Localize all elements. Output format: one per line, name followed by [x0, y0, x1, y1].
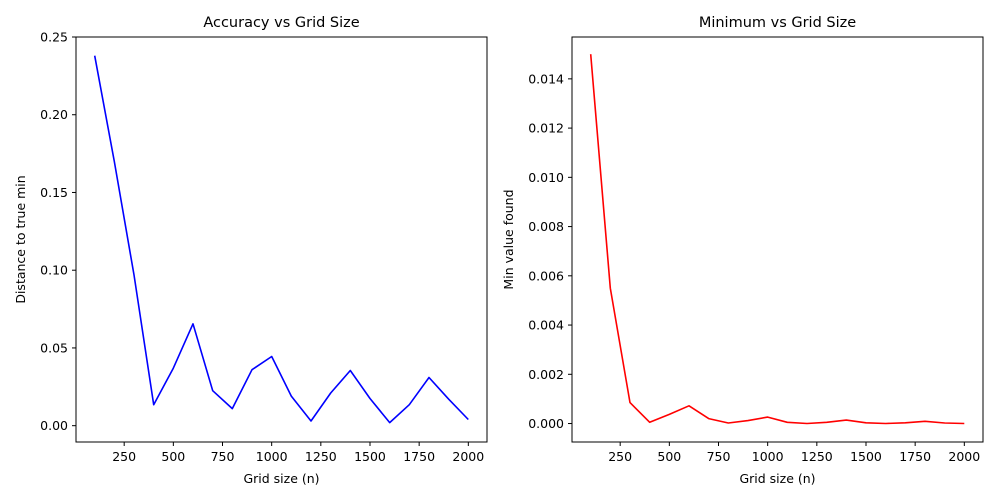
minimum-y-tick-label: 0.000 [528, 416, 564, 431]
minimum-x-tick-label: 500 [657, 449, 681, 464]
accuracy-x-tick-label: 1250 [305, 449, 337, 464]
accuracy-series-line [93, 55, 469, 424]
accuracy-y-axis-label: Distance to true min [13, 175, 28, 303]
accuracy-y-tick-label: 0.25 [40, 30, 68, 45]
minimum-plot-area [571, 36, 984, 443]
minimum-y-tick-label: 0.004 [528, 318, 564, 333]
minimum-x-tick-label: 1250 [801, 449, 833, 464]
accuracy-y-tick-label: 0.20 [40, 107, 68, 122]
minimum-x-axis-label: Grid size (n) [739, 471, 815, 486]
accuracy-y-tick-label: 0.10 [40, 263, 68, 278]
accuracy-y-tick-label: 0.15 [40, 185, 68, 200]
minimum-chart: Minimum vs Grid Size Grid size (n) Min v… [501, 15, 984, 486]
accuracy-x-tick-label: 1750 [403, 449, 435, 464]
accuracy-x-tick-label: 1500 [354, 449, 386, 464]
accuracy-y-tick-label: 0.05 [40, 340, 68, 355]
minimum-x-tick-label: 1000 [752, 449, 784, 464]
minimum-chart-title: Minimum vs Grid Size [699, 15, 856, 31]
accuracy-series [93, 55, 469, 424]
minimum-x-tick-label: 1750 [899, 449, 931, 464]
minimum-series [589, 54, 965, 425]
accuracy-x-tick-label: 1000 [256, 449, 288, 464]
accuracy-x-axis-label: Grid size (n) [243, 471, 319, 486]
accuracy-y-ticks: 0.00 0.05 0.10 0.15 0.20 0.25 [40, 30, 76, 433]
minimum-y-tick-label: 0.002 [528, 367, 564, 382]
accuracy-x-tick-label: 2000 [452, 449, 484, 464]
minimum-y-tick-label: 0.006 [528, 268, 564, 283]
minimum-x-tick-label: 750 [707, 449, 731, 464]
accuracy-x-tick-label: 750 [211, 449, 235, 464]
minimum-x-ticks: 250 500 750 1000 1250 1500 1750 2000 [608, 442, 980, 464]
accuracy-plot-area [75, 36, 488, 443]
accuracy-x-ticks: 250 500 750 1000 1250 1500 1750 2000 [112, 442, 484, 464]
minimum-y-axis-label: Min value found [501, 189, 516, 289]
minimum-y-tick-label: 0.014 [528, 71, 564, 86]
accuracy-chart: Accuracy vs Grid Size Grid size (n) Dist… [13, 15, 488, 486]
minimum-x-tick-label: 250 [608, 449, 632, 464]
minimum-x-tick-label: 1500 [850, 449, 882, 464]
minimum-y-ticks: 0.000 0.002 0.004 0.006 0.008 0.010 0.012 0.014 [528, 71, 572, 431]
minimum-y-tick-label: 0.010 [528, 170, 564, 185]
accuracy-chart-title: Accuracy vs Grid Size [203, 15, 359, 31]
minimum-y-tick-label: 0.008 [528, 219, 564, 234]
accuracy-y-tick-label: 0.00 [40, 418, 68, 433]
minimum-series-line [589, 54, 965, 425]
accuracy-x-tick-label: 250 [112, 449, 136, 464]
accuracy-x-tick-label: 500 [161, 449, 185, 464]
minimum-y-tick-label: 0.012 [528, 121, 564, 136]
minimum-x-tick-label: 2000 [948, 449, 980, 464]
